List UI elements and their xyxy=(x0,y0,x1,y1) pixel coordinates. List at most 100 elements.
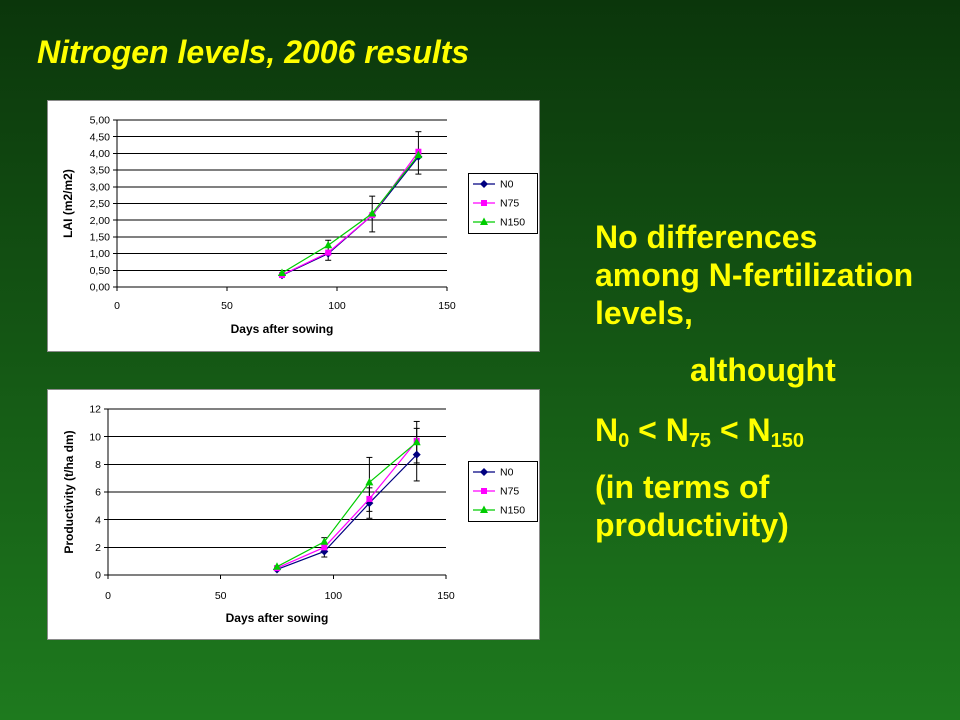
y-tick-label: 1,50 xyxy=(90,232,111,244)
y-tick-label: 2,00 xyxy=(90,215,111,227)
y-tick-label: 2,50 xyxy=(90,198,111,210)
series-line xyxy=(276,454,418,571)
productivity-error-bars xyxy=(321,420,420,558)
data-point xyxy=(365,477,374,486)
legend-item-n0: N0 xyxy=(473,179,514,191)
y-tick-label: 4 xyxy=(95,514,101,526)
y-axis-title: Productivity (t/ha dm) xyxy=(62,430,76,553)
data-point xyxy=(273,562,281,570)
lai-axes xyxy=(113,119,448,291)
legend-label: N150 xyxy=(500,217,525,229)
legend-label: N0 xyxy=(500,467,514,479)
n150-subscript: 150 xyxy=(770,430,805,452)
data-point xyxy=(324,240,333,249)
productivity-legend: N0 N75 N150 xyxy=(468,461,538,522)
y-tick-label: 2 xyxy=(95,542,101,554)
legend-marker xyxy=(480,180,488,188)
legend-label: N75 xyxy=(500,486,519,498)
x-axis-title: Days after sowing xyxy=(226,611,329,625)
lai-chart-canvas: 0,00 0,50 1,00 1,50 2,00 2,50 3,00 3,50 4,00 4,50… xyxy=(61,115,538,336)
legend-item-n0: N0 xyxy=(473,467,514,479)
lai-series-n0 xyxy=(278,152,423,280)
y-tick-label: 4,00 xyxy=(90,148,111,160)
findings-line-in-terms-of: (in terms of xyxy=(595,469,770,505)
findings-line-although: althought xyxy=(690,352,836,388)
n0-base: N xyxy=(595,412,619,448)
y-tick-label: 0,50 xyxy=(90,265,111,277)
x-tick-label: 100 xyxy=(328,300,346,312)
data-point xyxy=(412,450,421,459)
n75-base: N xyxy=(665,412,689,448)
legend-marker xyxy=(480,468,488,476)
y-tick-label: 4,50 xyxy=(90,131,111,143)
lai-chart: 0,00 0,50 1,00 1,50 2,00 2,50 3,00 3,50 4,00 4,50… xyxy=(47,100,540,352)
data-point xyxy=(366,495,373,502)
data-point xyxy=(414,150,423,159)
productivity-axes xyxy=(104,408,447,579)
findings-line-levels: levels, xyxy=(595,295,693,331)
legend-label: N0 xyxy=(500,179,514,191)
less-than-sign-2: < xyxy=(719,412,739,448)
n75-subscript: 75 xyxy=(688,430,712,452)
y-tick-label: 0 xyxy=(95,570,101,582)
data-point xyxy=(325,249,332,256)
productivity-chart-canvas: 0 2 4 6 8 10 12 0 50 100 150 Productivity (t/ha dm)… xyxy=(62,404,538,625)
y-axis-title: LAI (m2/m2) xyxy=(61,169,75,238)
legend-marker xyxy=(481,488,487,494)
lai-gridlines xyxy=(117,119,447,271)
y-tick-label: 5,00 xyxy=(90,115,111,127)
data-point xyxy=(368,209,377,217)
lai-legend: N0 N75 N150 xyxy=(468,173,538,234)
lai-series-n75 xyxy=(279,148,422,278)
x-tick-label: 100 xyxy=(325,590,343,602)
slide-title: Nitrogen levels, 2006 results xyxy=(37,34,470,70)
y-tick-label: 0,00 xyxy=(90,282,111,294)
legend-marker xyxy=(480,505,488,513)
n75-symbol: N75 xyxy=(665,412,711,451)
y-tick-label: 6 xyxy=(95,487,101,499)
series-line xyxy=(281,156,419,276)
productivity-gridlines xyxy=(108,408,446,548)
nitrogen-comparison: N0 < N75 < N150 xyxy=(595,412,804,451)
lai-series-n150 xyxy=(278,150,423,276)
n150-symbol: N150 xyxy=(747,412,804,451)
lai-error-bars xyxy=(325,131,422,261)
legend-label: N150 xyxy=(500,505,525,517)
y-tick-label: 3,50 xyxy=(90,165,111,177)
y-tick-label: 1,00 xyxy=(90,248,111,260)
data-point xyxy=(320,537,329,545)
legend-item-n150: N150 xyxy=(473,217,525,229)
data-point xyxy=(278,268,286,276)
x-axis-title: Days after sowing xyxy=(231,322,334,336)
x-tick-label: 50 xyxy=(215,590,227,602)
productivity-chart: 0 2 4 6 8 10 12 0 50 100 150 Productivity (t/ha dm)… xyxy=(47,389,540,640)
productivity-series-n150 xyxy=(273,437,421,570)
findings-line-productivity: productivity) xyxy=(595,507,789,543)
x-tick-label: 150 xyxy=(437,590,455,602)
legend-label: N75 xyxy=(500,198,519,210)
legend-item-n75: N75 xyxy=(473,198,519,210)
n0-subscript: 0 xyxy=(618,430,630,452)
findings-line-no-differences: No differences xyxy=(595,219,818,255)
data-point xyxy=(365,499,374,508)
series-line xyxy=(276,440,418,569)
legend-item-n150: N150 xyxy=(473,505,525,517)
y-tick-label: 12 xyxy=(89,404,101,416)
y-tick-label: 8 xyxy=(95,459,101,471)
legend-marker xyxy=(481,200,487,206)
y-tick-label: 10 xyxy=(89,431,101,443)
n0-symbol: N0 xyxy=(595,412,629,451)
x-tick-label: 150 xyxy=(438,300,456,312)
data-point xyxy=(412,437,421,446)
findings-line-among-levels: among N-fertilization xyxy=(595,257,914,293)
less-than-sign-1: < xyxy=(638,412,657,448)
n150-base: N xyxy=(747,412,771,448)
data-point xyxy=(321,544,328,551)
y-tick-label: 3,00 xyxy=(90,181,111,193)
legend-item-n75: N75 xyxy=(473,486,519,498)
series-line xyxy=(276,441,418,568)
x-tick-label: 50 xyxy=(221,300,233,312)
series-line xyxy=(281,154,419,274)
x-tick-label: 0 xyxy=(105,590,111,602)
